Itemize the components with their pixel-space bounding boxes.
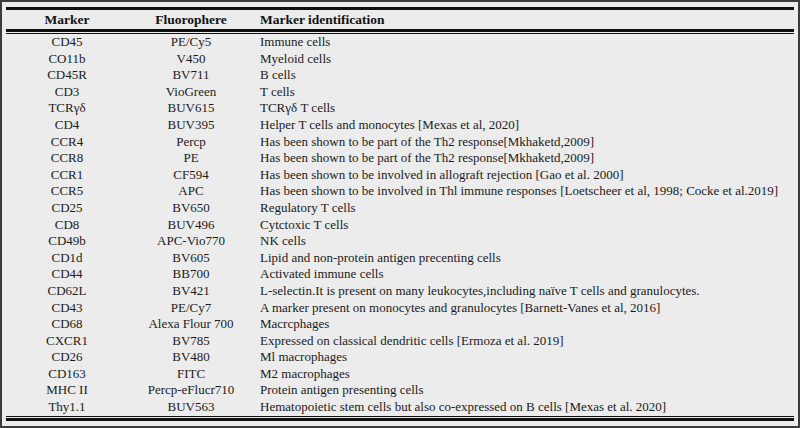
cell-marker: CCR1 <box>6 167 128 184</box>
cell-marker: MHC II <box>6 382 128 399</box>
table-row: Thy1.1BUV563Hematopoietic stem cells but… <box>6 399 794 416</box>
cell-identification: Activated immune cells <box>254 266 794 283</box>
cell-marker: CD43 <box>6 300 128 317</box>
cell-fluorophore: BUV563 <box>128 399 254 416</box>
cell-marker: CD26 <box>6 349 128 366</box>
cell-marker: CD25 <box>6 200 128 217</box>
table-row: CD49bAPC-Vio770NK cells <box>6 233 794 250</box>
cell-identification: Regulatory T cells <box>254 200 794 217</box>
cell-fluorophore: BUV615 <box>128 100 254 117</box>
cell-marker: CD1d <box>6 250 128 267</box>
header-cell-fluorophore: Fluorophere <box>128 12 254 28</box>
cell-marker: CD8 <box>6 217 128 234</box>
cell-identification: Helper T cells and monocytes [Mexas et a… <box>254 117 794 134</box>
table-row: CD43PE/Cy7A marker present on monocytes … <box>6 300 794 317</box>
cell-marker: CCR8 <box>6 150 128 167</box>
table-row: CCR8PEHas been shown to be part of the T… <box>6 150 794 167</box>
header-cell-marker: Marker <box>6 12 128 28</box>
table-row: CCR1CF594Has been shown to be involved i… <box>6 167 794 184</box>
cell-fluorophore: V450 <box>128 51 254 68</box>
cell-marker: CD45 <box>6 34 128 51</box>
table-row: CXCR1BV785Expressed on classical dendrit… <box>6 333 794 350</box>
cell-identification: Has been shown to be involved in Thl imm… <box>254 183 794 200</box>
cell-fluorophore: APC-Vio770 <box>128 233 254 250</box>
cell-fluorophore: BV421 <box>128 283 254 300</box>
table-row: CD68Alexa Flour 700Macrcphages <box>6 316 794 333</box>
table-row: CD163FITCM2 macrophages <box>6 366 794 383</box>
cell-fluorophore: Percp-eFlucr710 <box>128 382 254 399</box>
table-header-row: Marker Fluorophere Marker identification <box>6 10 794 29</box>
table-row: TCRγδBUV615TCRγδ T cells <box>6 100 794 117</box>
marker-table-figure: Marker Fluorophere Marker identification… <box>0 0 800 428</box>
cell-identification: Immune cells <box>254 34 794 51</box>
cell-fluorophore: PE <box>128 150 254 167</box>
table-row: MHC IIPercp-eFlucr710Protein antigen pre… <box>6 382 794 399</box>
table-row: CD44BB700Activated immune cells <box>6 266 794 283</box>
cell-identification: Has been shown to be involved in allogra… <box>254 167 794 184</box>
cell-marker: CD4 <box>6 117 128 134</box>
table-row: CD45RBV711B cells <box>6 67 794 84</box>
cell-marker: CD49b <box>6 233 128 250</box>
cell-marker: CXCR1 <box>6 333 128 350</box>
cell-marker: CD68 <box>6 316 128 333</box>
cell-identification: L-selectin.It is present on many leukocy… <box>254 283 794 300</box>
cell-identification: M2 macrophages <box>254 366 794 383</box>
cell-identification: Has been shown to be part of the Th2 res… <box>254 134 794 151</box>
table-row: CCR5APCHas been shown to be involved in … <box>6 183 794 200</box>
cell-fluorophore: BUV496 <box>128 217 254 234</box>
cell-marker: CD44 <box>6 266 128 283</box>
header-cell-identification: Marker identification <box>254 12 794 28</box>
cell-fluorophore: APC <box>128 183 254 200</box>
cell-fluorophore: Alexa Flour 700 <box>128 316 254 333</box>
table-row: CD62LBV421L-selectin.It is present on ma… <box>6 283 794 300</box>
cell-identification: T cells <box>254 84 794 101</box>
table-row: CD45PE/Cy5Immune cells <box>6 34 794 51</box>
cell-identification: Protein antigen presenting cells <box>254 382 794 399</box>
cell-identification: Macrcphages <box>254 316 794 333</box>
table-bottom-rule-thick <box>6 418 794 421</box>
cell-marker: CD3 <box>6 84 128 101</box>
table-row: CD1dBV605Lipid and non-protein antigen p… <box>6 250 794 267</box>
cell-identification: B cells <box>254 67 794 84</box>
cell-fluorophore: CF594 <box>128 167 254 184</box>
cell-identification: Ml macrophages <box>254 349 794 366</box>
cell-fluorophore: Percp <box>128 134 254 151</box>
cell-fluorophore: BV650 <box>128 200 254 217</box>
cell-identification: Myeloid cells <box>254 51 794 68</box>
table-row: CO11bV450Myeloid cells <box>6 51 794 68</box>
cell-identification: Hematopoietic stem cells but also co-exp… <box>254 399 794 416</box>
table-row: CD4BUV395Helper T cells and monocytes [M… <box>6 117 794 134</box>
cell-identification: Lipid and non-protein antigen precenting… <box>254 250 794 267</box>
cell-marker: CD163 <box>6 366 128 383</box>
cell-fluorophore: FITC <box>128 366 254 383</box>
cell-marker: TCRγδ <box>6 100 128 117</box>
cell-fluorophore: BV785 <box>128 333 254 350</box>
table-row: CCR4PercpHas been shown to be part of th… <box>6 134 794 151</box>
cell-fluorophore: VioGreen <box>128 84 254 101</box>
cell-identification: Expressed on classical dendritic cells [… <box>254 333 794 350</box>
cell-fluorophore: BV605 <box>128 250 254 267</box>
cell-fluorophore: BV480 <box>128 349 254 366</box>
table-body: CD45PE/Cy5Immune cellsCO11bV450Myeloid c… <box>6 34 794 416</box>
cell-identification: A marker present on monocytes and granul… <box>254 300 794 317</box>
cell-fluorophore: BB700 <box>128 266 254 283</box>
cell-identification: Cytctoxic T cells <box>254 217 794 234</box>
cell-identification: TCRγδ T cells <box>254 100 794 117</box>
cell-marker: Thy1.1 <box>6 399 128 416</box>
cell-marker: CO11b <box>6 51 128 68</box>
cell-identification: Has been shown to be part of the Th2 res… <box>254 150 794 167</box>
cell-identification: NK cells <box>254 233 794 250</box>
table-row: CD25BV650Regulatory T cells <box>6 200 794 217</box>
table-row: CD26BV480Ml macrophages <box>6 349 794 366</box>
cell-fluorophore: PE/Cy7 <box>128 300 254 317</box>
cell-marker: CCR5 <box>6 183 128 200</box>
cell-marker: CCR4 <box>6 134 128 151</box>
cell-fluorophore: PE/Cy5 <box>128 34 254 51</box>
cell-marker: CD62L <box>6 283 128 300</box>
cell-marker: CD45R <box>6 67 128 84</box>
table-row: CD8BUV496Cytctoxic T cells <box>6 217 794 234</box>
table-row: CD3VioGreenT cells <box>6 84 794 101</box>
cell-fluorophore: BUV395 <box>128 117 254 134</box>
cell-fluorophore: BV711 <box>128 67 254 84</box>
